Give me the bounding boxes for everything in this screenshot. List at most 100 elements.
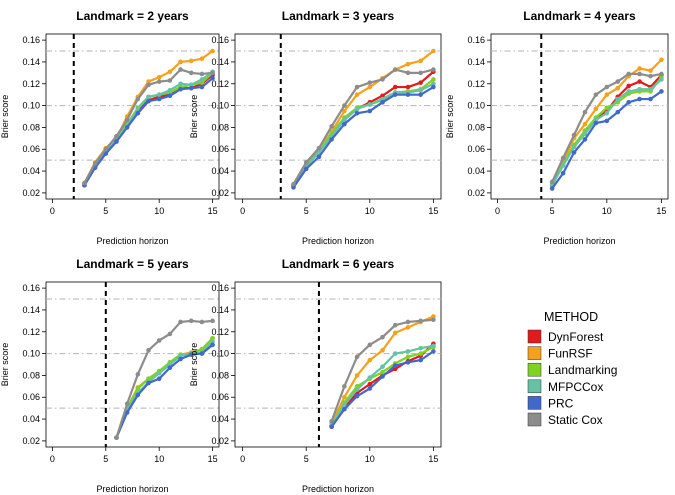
legend-item-dynforest: DynForest xyxy=(527,329,604,344)
plot-frame xyxy=(234,33,442,200)
x-tick-label: 15 xyxy=(208,454,218,464)
data-point xyxy=(593,106,599,112)
data-point xyxy=(431,81,436,87)
data-point xyxy=(114,133,119,139)
data-point xyxy=(615,96,621,102)
data-point xyxy=(418,70,423,76)
panel-title: Landmark = 4 years xyxy=(523,9,636,23)
data-point xyxy=(380,348,385,353)
x-axis-label: Prediction horizon xyxy=(302,236,374,246)
legend-swatch xyxy=(527,346,542,360)
series-line xyxy=(292,86,434,189)
x-tick-label: 0 xyxy=(240,206,245,216)
data-point xyxy=(135,386,141,391)
x-tick-label: 10 xyxy=(154,454,164,464)
plot-frame xyxy=(490,33,669,200)
panel-title: Landmark = 3 years xyxy=(282,9,395,23)
series-prc xyxy=(291,84,436,190)
data-point xyxy=(626,89,631,94)
y-tick-label: 0.14 xyxy=(467,57,485,67)
y-tick-label: 0.06 xyxy=(22,392,40,402)
y-tick-label: 0.04 xyxy=(22,166,40,176)
data-point xyxy=(342,108,347,114)
data-point xyxy=(82,180,87,186)
legend-label: DynForest xyxy=(548,330,604,344)
data-point xyxy=(114,139,119,144)
data-point xyxy=(354,92,360,97)
y-tick-label: 0.16 xyxy=(211,35,229,45)
data-point xyxy=(367,108,373,114)
series-line xyxy=(115,319,213,438)
series-static-cox xyxy=(82,67,215,186)
legend-label: Static Cox xyxy=(548,413,603,427)
data-point xyxy=(178,319,183,325)
y-tick-label: 0.04 xyxy=(22,414,40,424)
data-point xyxy=(188,70,194,76)
data-point xyxy=(199,71,205,77)
plot-frame xyxy=(45,33,220,200)
y-tick-label: 0.02 xyxy=(467,188,485,198)
x-tick-label: 10 xyxy=(602,206,612,216)
y-tick-label: 0.02 xyxy=(211,436,229,446)
series-static-cox xyxy=(291,67,436,187)
data-point xyxy=(637,96,642,102)
data-point xyxy=(354,354,360,360)
series-line xyxy=(292,82,434,187)
data-point xyxy=(380,334,385,340)
data-point xyxy=(418,357,423,363)
x-tick-label: 0 xyxy=(240,454,245,464)
data-point xyxy=(392,330,398,336)
data-point xyxy=(405,360,411,365)
legend-item-mfpccox: MFPCCox xyxy=(527,379,603,394)
data-point xyxy=(156,92,162,97)
data-point xyxy=(188,82,194,88)
y-tick-label: 0.12 xyxy=(211,327,229,337)
series-funrsf xyxy=(114,336,215,440)
data-point xyxy=(367,357,373,363)
data-point xyxy=(571,150,577,155)
data-point xyxy=(431,349,436,354)
data-point xyxy=(392,84,398,90)
x-tick-label: 5 xyxy=(550,206,555,216)
data-point xyxy=(431,314,436,319)
data-point xyxy=(291,185,296,190)
y-axis-label: Brier score xyxy=(189,343,199,387)
data-point xyxy=(178,59,183,65)
panel-title: Landmark = 2 years xyxy=(76,9,189,23)
data-point xyxy=(329,424,334,430)
data-point xyxy=(167,331,173,337)
data-point xyxy=(367,375,373,380)
data-point xyxy=(329,418,334,424)
series-line xyxy=(330,346,434,427)
y-tick-label: 0.02 xyxy=(211,188,229,198)
data-point xyxy=(146,82,151,88)
data-point xyxy=(380,77,385,82)
x-tick-label: 15 xyxy=(656,206,666,216)
y-tick-label: 0.06 xyxy=(211,144,229,154)
y-tick-label: 0.04 xyxy=(467,166,485,176)
data-point xyxy=(156,376,162,381)
data-point xyxy=(199,80,205,85)
plot-frame xyxy=(45,281,220,448)
x-tick-label: 15 xyxy=(428,454,438,464)
data-point xyxy=(380,96,385,102)
y-tick-label: 0.10 xyxy=(22,101,40,111)
data-point xyxy=(146,94,151,100)
series-landmarking xyxy=(114,336,215,440)
y-tick-label: 0.14 xyxy=(22,305,40,315)
data-point xyxy=(418,351,423,356)
data-point xyxy=(582,109,588,115)
x-axis-label: Prediction horizon xyxy=(302,484,374,494)
data-point xyxy=(210,318,215,324)
y-tick-label: 0.10 xyxy=(22,349,40,359)
data-point xyxy=(135,106,141,112)
series-static-cox xyxy=(114,318,215,440)
data-point xyxy=(405,92,411,97)
data-point xyxy=(303,166,309,172)
data-point xyxy=(637,86,642,92)
data-point xyxy=(431,77,436,82)
data-point xyxy=(367,386,373,391)
data-point xyxy=(418,58,423,64)
data-point xyxy=(392,92,398,97)
